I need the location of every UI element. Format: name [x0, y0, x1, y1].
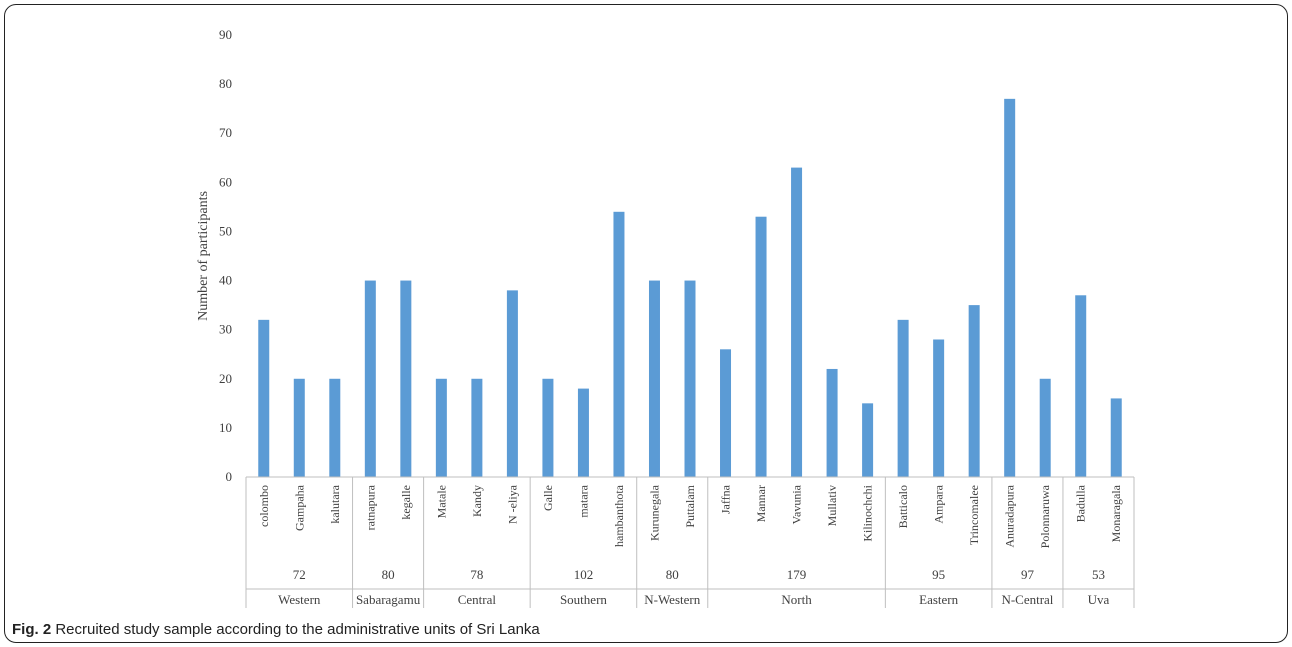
category-label: Mannar: [754, 485, 768, 522]
group-total: 95: [932, 567, 945, 582]
y-axis-ticks: 0 10 20 30 40 50 60 70 80 90: [219, 27, 232, 484]
group-total: 97: [1021, 567, 1035, 582]
category-label: Ampara: [932, 484, 946, 523]
group-name: Southern: [560, 592, 607, 607]
y-tick-label: 20: [219, 371, 232, 386]
figure-caption: Fig. 2 Recruited study sample according …: [12, 621, 540, 638]
category-label: Trincomalee: [967, 485, 981, 545]
group-name: N-Western: [644, 592, 700, 607]
y-tick-label: 90: [219, 27, 232, 42]
category-label: Vavunia: [790, 484, 804, 524]
y-tick-label: 40: [219, 273, 232, 288]
category-label: Mullativ: [825, 485, 839, 526]
category-label: kalutara: [328, 484, 342, 523]
category-label: kegalle: [399, 485, 413, 520]
category-label: Monaragala: [1109, 484, 1123, 542]
group-name: Sabaragamu: [356, 592, 421, 607]
bar-jaffna: [720, 349, 732, 477]
bar-gampaha: [293, 378, 305, 477]
category-label: matara: [576, 484, 590, 517]
bar-kilinochchi: [862, 403, 874, 477]
bar-polonnaruwa: [1039, 378, 1051, 477]
y-tick-label: 0: [226, 469, 233, 484]
category-label: colombo: [257, 485, 271, 527]
category-label: Jaffna: [719, 484, 733, 514]
group-total: 72: [293, 567, 306, 582]
y-tick-label: 80: [219, 76, 232, 91]
y-axis-label: Number of participants: [196, 191, 211, 321]
bar-anuradapura: [1004, 98, 1016, 477]
group-total: 179: [787, 567, 807, 582]
bar-trincomalee: [968, 305, 980, 477]
bar-ratnapura: [364, 280, 376, 477]
bar-vavunia: [791, 167, 803, 477]
category-label: Kilinochchi: [861, 484, 875, 541]
category-labels: colombo Gampaha kalutara ratnapura kegalle Ma…: [257, 484, 1123, 548]
x-axis-table: [245, 476, 1135, 608]
category-label: Gampaha: [292, 484, 306, 531]
bar-kegalle: [400, 280, 412, 477]
y-tick-label: 60: [219, 174, 232, 189]
bar-galle: [542, 378, 554, 477]
bar-ampara: [933, 339, 945, 477]
group-total: 102: [574, 567, 594, 582]
category-label: Kurunegala: [647, 484, 661, 541]
bar-kurunegala: [648, 280, 660, 477]
category-label: N -eliya: [505, 484, 519, 524]
bar-batticalo: [897, 319, 909, 477]
bars: [258, 98, 1122, 478]
figure-caption-label: Fig. 2: [12, 621, 52, 638]
group-total: 80: [382, 567, 395, 582]
bar-monaragala: [1110, 398, 1122, 477]
bar-kandy: [471, 378, 483, 477]
bar-colombo: [258, 319, 270, 477]
category-label: Matale: [434, 485, 448, 518]
bar-n-eliya: [506, 290, 518, 477]
figure-frame: [4, 4, 1288, 643]
bar-hambanthota: [613, 211, 625, 478]
group-name: N-Central: [1001, 592, 1053, 607]
category-label: ratnapura: [363, 484, 377, 530]
group-total: 78: [470, 567, 483, 582]
y-tick-label: 30: [219, 322, 232, 337]
y-tick-label: 10: [219, 420, 232, 435]
category-label: Anuradapura: [1003, 484, 1017, 547]
y-tick-label: 50: [219, 223, 232, 238]
group-total: 80: [666, 567, 679, 582]
bar-kalutara: [329, 378, 341, 477]
group-name: Central: [458, 592, 497, 607]
y-tick-label: 70: [219, 125, 232, 140]
bar-chart: 0 10 20 30 40 50 60 70 80 90 Number of participan…: [196, 27, 1135, 608]
group-name: Western: [278, 592, 321, 607]
bar-mannar: [755, 216, 767, 477]
category-label: Kandy: [470, 485, 484, 517]
group-total: 53: [1092, 567, 1105, 582]
category-label: Galle: [541, 485, 555, 511]
group-labels: 72 Western 80 Sabaragamu 78 Central 102 Souther…: [278, 567, 1109, 607]
bar-mullativ: [826, 368, 838, 477]
group-name: Eastern: [919, 592, 958, 607]
category-label: Batticalo: [896, 485, 910, 528]
bar-puttalam: [684, 280, 696, 477]
bar-badulla: [1075, 295, 1087, 477]
group-name: North: [781, 592, 812, 607]
category-label: Badulla: [1074, 484, 1088, 522]
category-label: Polonnaruwa: [1038, 484, 1052, 548]
category-label: hambanthota: [612, 484, 626, 547]
bar-matara: [577, 388, 589, 477]
figure-caption-text: Recruited study sample according to the …: [51, 621, 540, 638]
group-name: Uva: [1088, 592, 1110, 607]
bar-matale: [435, 378, 447, 477]
category-label: Puttalam: [683, 484, 697, 527]
